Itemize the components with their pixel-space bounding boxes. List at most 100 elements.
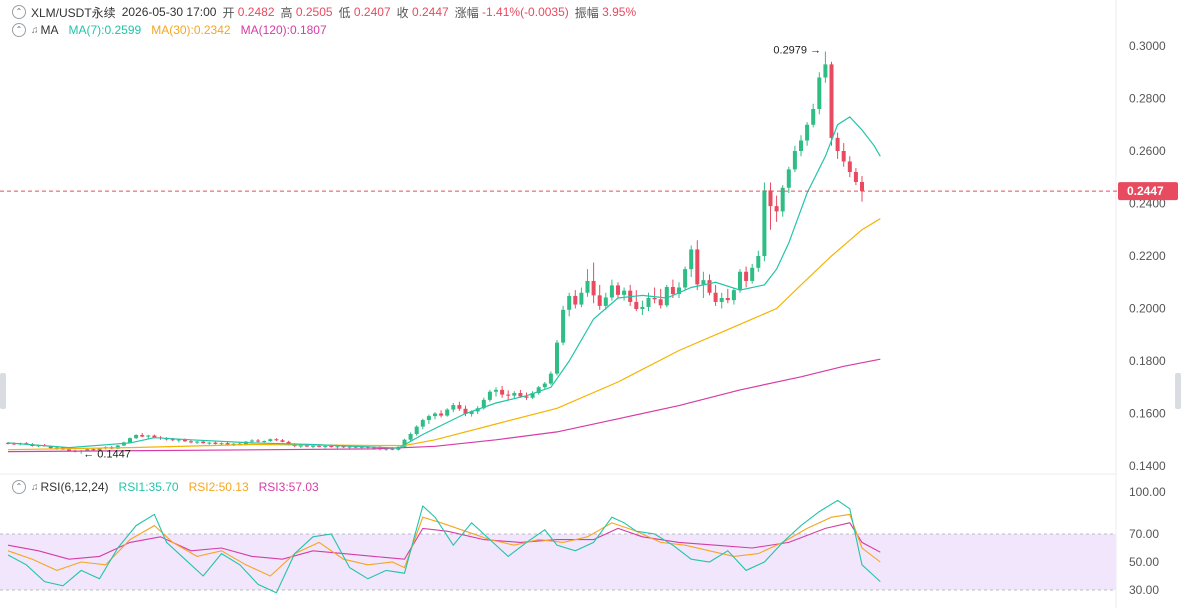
candle-body [286, 441, 291, 445]
candle-body [768, 190, 773, 207]
candle-body [67, 449, 71, 451]
candle-body [841, 151, 846, 162]
rsi-collapse-icon[interactable]: ⌃ [12, 480, 26, 494]
candle-body [689, 249, 694, 270]
change-label: 涨幅 [454, 5, 479, 20]
price-tick-label: 0.2200 [1129, 249, 1166, 263]
candle-body [426, 416, 431, 421]
rsi2-line [7, 513, 881, 577]
candle-body [634, 301, 639, 310]
candle-body [683, 269, 688, 288]
candle-body [48, 446, 53, 449]
ma7-line [7, 116, 881, 449]
candle-body [786, 169, 791, 188]
candle-body [433, 413, 437, 417]
scroll-left-handle[interactable] [0, 373, 6, 409]
candle-body [481, 399, 486, 409]
datetime-label: 2026-05-30 17:00 [121, 5, 217, 19]
rsi-label: RSI(6,12,24) [40, 480, 109, 494]
rsi-bell-icon[interactable]: ♫ [31, 481, 39, 493]
ma-legend: ⌃ ♫ MA MA(7):0.2599 MA(30):0.2342 MA(120… [12, 21, 337, 39]
change-value: -1.41%(-0.0035) [482, 5, 569, 19]
candle-body [677, 287, 681, 295]
candle-body [652, 298, 657, 300]
candle-body [359, 446, 364, 448]
candle-body [622, 290, 627, 295]
candle-body [561, 309, 566, 343]
candle-body [195, 441, 200, 443]
open-label: 开 [222, 5, 235, 20]
candle-body [536, 387, 541, 394]
candle-body [317, 445, 322, 447]
candle-body [494, 389, 498, 392]
price-tick-label: 0.2000 [1129, 302, 1166, 316]
candle-body [713, 292, 718, 302]
candle-body [439, 413, 444, 416]
candle-body [658, 299, 663, 306]
candle-body [567, 295, 572, 310]
candle-body [542, 383, 547, 388]
candle-body [744, 271, 749, 281]
candle-body [591, 280, 596, 296]
candle-body [762, 190, 767, 256]
candle-body [182, 439, 187, 442]
candle-body [24, 443, 29, 445]
ma-collapse-icon[interactable]: ⌃ [12, 23, 26, 37]
low-label: 低 [338, 5, 351, 20]
candle-body [280, 440, 285, 442]
high-label: 高 [280, 5, 293, 20]
candle-body [420, 420, 425, 427]
candle-body [85, 449, 90, 451]
candle-body [573, 295, 578, 305]
low-value: 0.2407 [353, 5, 391, 19]
ma-label: MA [40, 23, 59, 37]
bell-icon[interactable]: ♫ [31, 24, 39, 36]
candle-body [451, 405, 456, 410]
candle-body [353, 446, 358, 448]
candle-body [731, 290, 736, 301]
candle-body [134, 435, 139, 439]
candle-body [701, 280, 706, 285]
rsi-tick-label: 30.00 [1129, 583, 1159, 597]
price-tick-label: 0.1800 [1129, 354, 1166, 368]
candle-body [548, 373, 553, 384]
rsi-tick-label: 100.00 [1129, 485, 1166, 499]
candle-body [725, 298, 730, 301]
max-price-label: 0.2979 → [773, 45, 821, 57]
rsi3-line [7, 522, 881, 560]
rsi-tick-label: 70.00 [1129, 527, 1159, 541]
current-price-tag [1118, 182, 1178, 201]
candle-body [323, 446, 328, 448]
candle-body [372, 447, 376, 449]
candle-body [847, 161, 852, 172]
candle-body [170, 439, 175, 441]
price-tick-label: 0.1400 [1129, 459, 1166, 473]
candle-body [597, 295, 602, 306]
candle-body [555, 342, 559, 374]
rsi2-legend: RSI2:50.13 [188, 480, 249, 494]
price-tick-label: 0.3000 [1129, 39, 1166, 53]
candle-body [829, 64, 834, 138]
collapse-toggle-icon[interactable]: ⌃ [12, 5, 26, 19]
candle-body [512, 393, 517, 396]
candle-body [750, 267, 755, 281]
candle-body [585, 280, 590, 293]
candle-body [738, 271, 742, 291]
candle-body [329, 446, 334, 448]
rsi-band [0, 534, 1116, 590]
candle-body [97, 448, 102, 450]
candle-body [780, 187, 785, 212]
candle-body [853, 172, 858, 182]
current-price-label: 0.2447 [1127, 184, 1164, 198]
candle-body [860, 181, 864, 192]
candle-body [347, 446, 352, 448]
scroll-right-handle[interactable] [1175, 373, 1181, 409]
candle-body [719, 298, 724, 302]
candle-body [250, 440, 254, 442]
candle-body [207, 442, 212, 444]
candle-body [664, 286, 669, 306]
candle-body [390, 448, 395, 450]
candle-body [152, 435, 157, 438]
